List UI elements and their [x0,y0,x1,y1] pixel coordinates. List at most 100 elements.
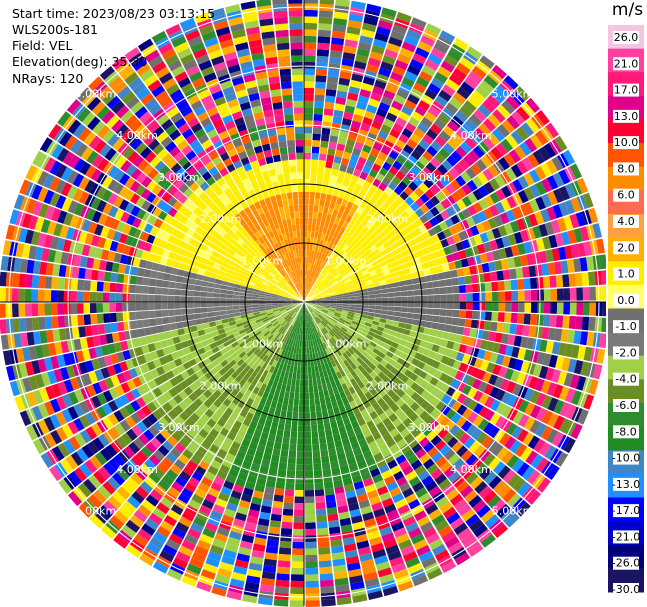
velocity-gate [409,372,419,382]
velocity-gate [304,100,314,108]
velocity-gate [259,324,266,331]
velocity-gate [105,444,118,458]
velocity-gate [416,346,426,355]
velocity-gate [377,371,386,380]
velocity-gate [275,435,283,443]
velocity-gate [489,239,499,251]
velocity-gate [461,196,473,207]
velocity-gate [506,381,517,394]
velocity-gate [529,199,540,213]
velocity-gate [426,288,434,295]
velocity-gate [83,280,91,291]
velocity-gate [204,371,214,380]
velocity-gate [437,65,452,79]
velocity-gate [337,170,346,179]
velocity-gate [270,373,277,381]
velocity-gate [323,327,329,334]
velocity-gate [308,327,311,334]
velocity-gate [447,470,461,483]
velocity-gate [291,299,298,301]
velocity-gate [278,326,284,333]
velocity-gate [188,382,199,392]
velocity-gate [492,291,499,301]
velocity-gate [138,259,148,269]
velocity-gate [345,215,353,224]
velocity-gate [203,270,212,277]
velocity-gate [317,423,325,431]
velocity-gate [442,331,450,340]
velocity-gate [450,269,458,278]
velocity-gate [475,159,488,172]
velocity-gate [194,433,205,444]
velocity-gate [357,346,365,354]
velocity-gate [319,573,334,581]
velocity-gate [285,337,290,345]
velocity-gate [463,100,477,113]
velocity-gate [156,366,166,376]
velocity-gate [365,366,373,374]
velocity-gate [385,278,393,284]
velocity-gate [478,311,486,320]
velocity-gate [563,302,571,315]
velocity-gate [289,437,297,445]
velocity-gate [343,359,350,368]
velocity-gate [275,274,281,281]
velocity-gate [434,152,446,164]
velocity-gate [126,544,142,558]
velocity-gate [321,363,327,371]
velocity-gate [263,492,274,501]
velocity-gate [144,518,160,531]
velocity-gate [362,295,369,299]
velocity-gate [26,259,35,274]
velocity-gate [288,371,293,379]
velocity-gate [259,511,271,520]
velocity-gate [225,330,233,337]
velocity-gate [312,287,318,293]
velocity-gate [427,173,439,185]
velocity-gate [178,453,190,465]
velocity-gate [380,347,389,355]
velocity-gate [92,382,103,395]
velocity-gate [532,364,543,377]
velocity-gate [582,192,594,209]
velocity-gate [331,269,338,276]
velocity-gate [346,223,354,231]
velocity-gate [239,423,249,433]
velocity-gate [230,490,242,500]
velocity-gate [492,249,501,261]
velocity-gate [189,325,198,333]
velocity-gate [336,90,348,99]
velocity-gate [304,250,307,257]
velocity-gate [285,315,291,322]
velocity-gate [185,352,195,361]
velocity-gate [199,533,214,545]
velocity-gate [288,289,294,295]
velocity-gate [278,295,286,298]
velocity-gate [361,82,374,92]
velocity-gate [365,435,375,444]
velocity-gate [325,273,332,279]
velocity-gate [520,360,530,373]
velocity-gate [243,365,251,373]
velocity-gate [216,210,226,220]
velocity-gate [399,47,414,59]
velocity-gate [362,144,372,154]
velocity-gate [373,333,382,340]
velocity-gate [497,312,505,322]
velocity-gate [313,456,321,464]
velocity-gate [399,481,412,493]
velocity-gate [178,204,188,215]
velocity-gate [228,260,237,267]
velocity-gate [73,467,88,482]
velocity-gate [544,221,555,236]
velocity-gate [147,390,157,401]
velocity-gate [351,73,364,83]
velocity-gate [102,129,115,143]
velocity-gate [553,399,565,415]
velocity-gate [70,315,79,327]
velocity-gate [215,574,231,585]
velocity-gate [135,346,144,357]
velocity-gate [198,191,208,201]
velocity-gate [137,355,147,365]
velocity-gate [375,305,382,310]
